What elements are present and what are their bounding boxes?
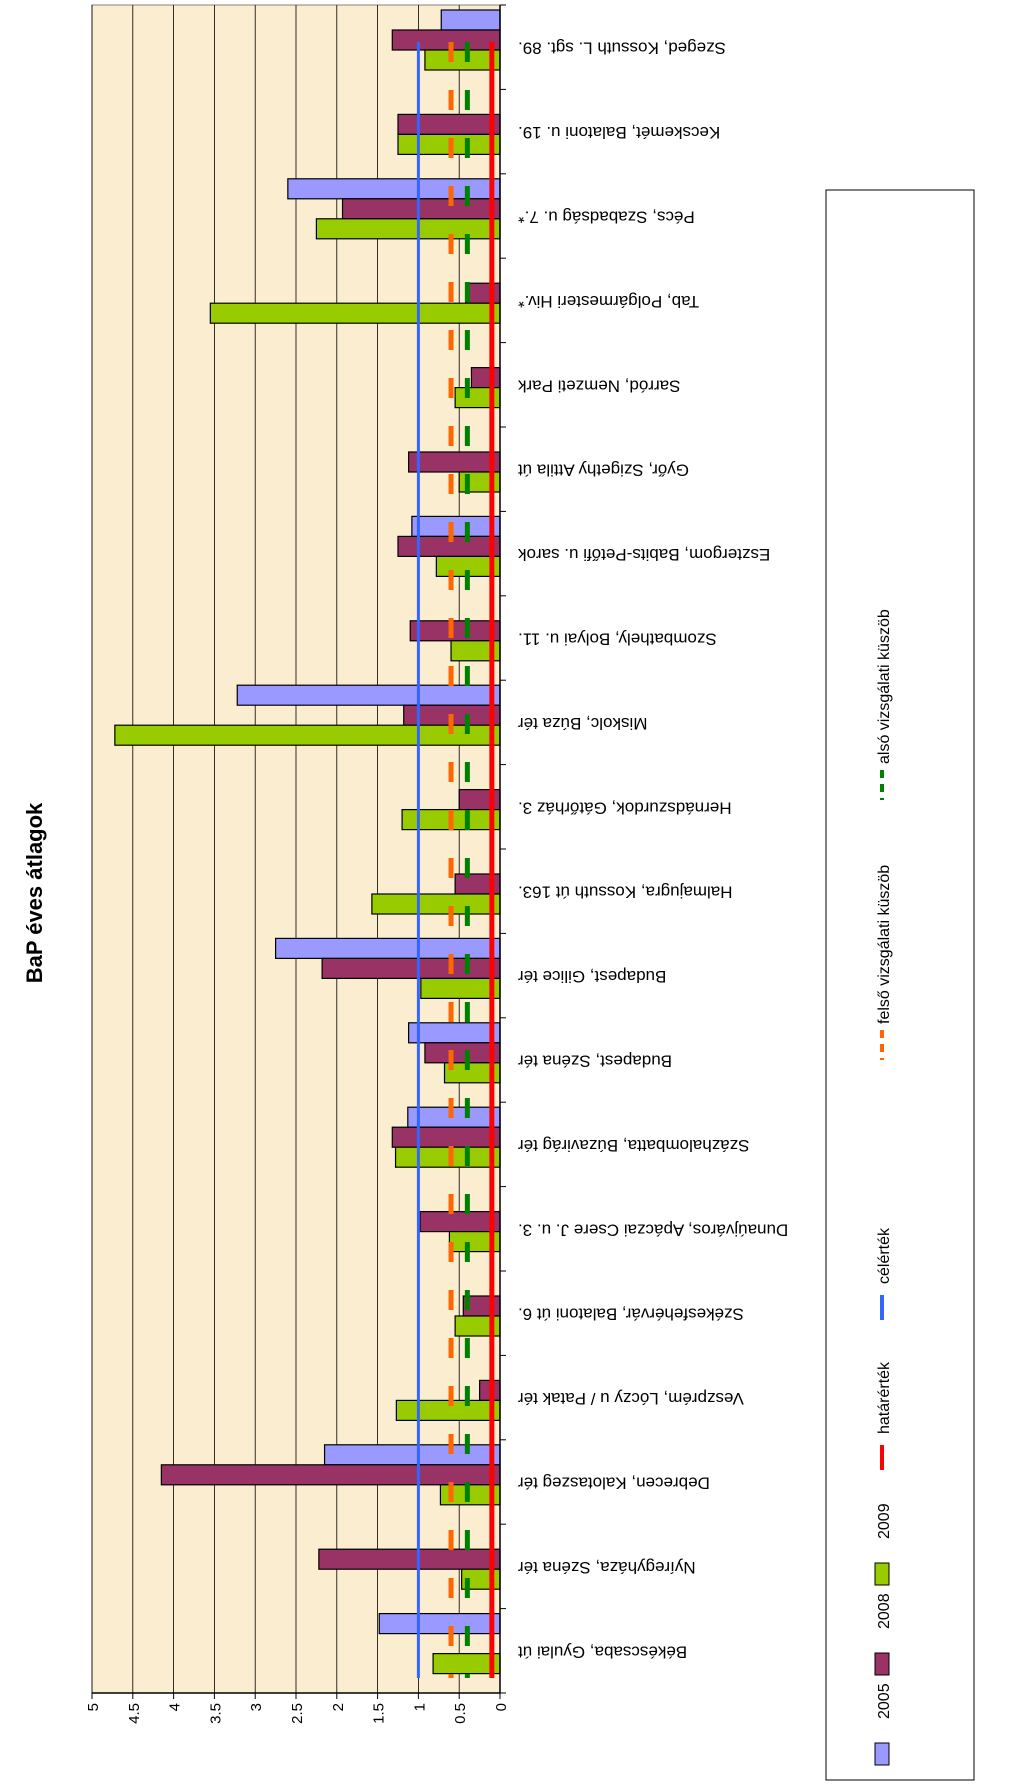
bar-2005 <box>408 1022 501 1044</box>
legend-label: 2005 <box>876 1683 893 1719</box>
category-label: Debrecen, Kalotaszeg tér <box>518 1474 710 1493</box>
legend-label: 2008 <box>876 1593 893 1629</box>
category-label: Dunaújváros, Apáczai Csere J. u. 3. <box>518 1220 788 1239</box>
category-label: Miskolc, Búza tér <box>518 714 648 733</box>
y-tick-label: 3.5 <box>207 1703 224 1724</box>
category-label: Budapest, Széna tér <box>518 1052 672 1071</box>
category-label: Pécs, Szabadság u. 7.* <box>518 208 695 227</box>
category-label: Budapest, Gilice tér <box>518 967 667 986</box>
bar-2008 <box>409 620 501 642</box>
bar-2008 <box>408 451 501 473</box>
bar-2008 <box>321 957 501 980</box>
category-label: Esztergom, Babits-Petőfi u. sarok <box>518 545 771 564</box>
category-label: Székesfehérvár, Balatoni út 6. <box>518 1305 744 1324</box>
bar-2005 <box>323 1444 501 1466</box>
bar-2008 <box>419 1210 501 1233</box>
legend-swatch <box>874 1652 890 1676</box>
bar-2005 <box>378 1612 501 1635</box>
chart-title: BaP éves átlagok <box>22 802 47 983</box>
category-label: Kecskemét, Balatoni u. 19. <box>518 123 720 142</box>
y-tick-label: 1.5 <box>371 1703 388 1724</box>
category-label: Szombathely, Bolyai u. 11. <box>518 630 717 649</box>
bar-2009 <box>209 302 501 324</box>
y-tick-label: 4.5 <box>126 1703 143 1724</box>
plot-area: 0 0.5 1 1.5 2 2.5 3 3.5 4 4.5 5 Szeged, Kossuth L. … <box>85 4 788 1724</box>
category-label: Veszprém, Lóczy u / Patak tér <box>518 1389 744 1408</box>
category-label: Győr, Szigethy Attila út <box>518 461 689 480</box>
bar-2008 <box>341 198 501 220</box>
bar-2005 <box>407 1106 501 1128</box>
y-tick-label: 0.5 <box>452 1703 469 1724</box>
bar-2005 <box>440 9 501 31</box>
y-tick-label: 2 <box>330 1703 347 1711</box>
bar-2009 <box>371 893 501 915</box>
bar-2009 <box>315 218 501 240</box>
y-tick-label: 4 <box>167 1703 184 1711</box>
y-tick-label: 5 <box>85 1703 102 1711</box>
y-tick-label: 3 <box>248 1703 265 1711</box>
legend-label: célérték <box>876 1227 893 1284</box>
bar-2008 <box>465 282 501 304</box>
y-tick-label: 1 <box>411 1703 428 1711</box>
category-label: Hernádszurdok, Gátőrház 3. <box>518 798 732 817</box>
bar-2009 <box>114 724 501 746</box>
category-label: Békéscsaba, Gyulai út <box>518 1642 687 1661</box>
bar-2009 <box>395 1399 501 1422</box>
bar-2008 <box>424 1042 501 1064</box>
bar-2008 <box>160 1464 501 1486</box>
y-tick-label: 0 <box>493 1703 510 1711</box>
legend-label: felső vizsgálati küszöb <box>876 865 893 1024</box>
category-label: Tab, Polgármesteri Hiv.* <box>518 292 699 311</box>
category-label: Sarród, Nemzeti Park <box>518 376 681 395</box>
category-label: Nyíregyháza, Széna tér <box>518 1558 696 1577</box>
legend-swatch <box>874 1562 890 1586</box>
category-label: Szeged, Kossuth L. sgt. 89. <box>518 39 726 58</box>
bar-2009 <box>420 977 501 1000</box>
legend: 2005 2008 2009 határérték célérték felső vizs… <box>825 189 975 1781</box>
legend-label: 2009 <box>876 1503 893 1539</box>
category-label: Százhalombatta, Búzavirág tér <box>518 1136 750 1155</box>
bar-2009 <box>394 1146 501 1168</box>
legend-label: határérték <box>876 1361 893 1434</box>
legend-label: alsó vizsgálati küszöb <box>876 609 893 764</box>
bar-2008 <box>318 1548 501 1570</box>
legend-box <box>825 189 975 1781</box>
bar-2009 <box>424 49 501 71</box>
bar-2005 <box>411 515 501 538</box>
category-label: Halmajugra, Kossuth út 163. <box>518 883 733 902</box>
y-tick-label: 2.5 <box>289 1703 306 1724</box>
bar-2008 <box>391 1126 501 1148</box>
bar-2008 <box>470 367 501 389</box>
bar-2008 <box>397 113 501 136</box>
bar-2005 <box>236 684 501 706</box>
legend-swatch <box>874 1742 890 1766</box>
bar-2008 <box>391 29 501 51</box>
